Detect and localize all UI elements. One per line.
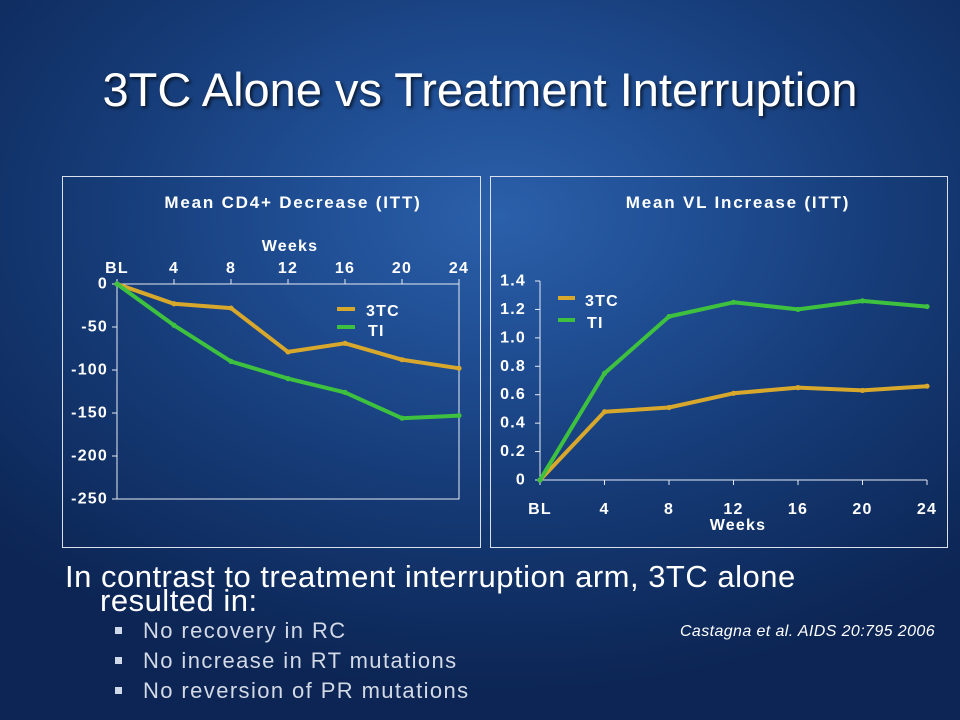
bullet-item: No reversion of PR mutations xyxy=(0,676,700,706)
vl-chart-panel: Mean VL Increase (ITT) Weeks BL 4 8 12 16 20 2… xyxy=(490,176,948,548)
vl-x-tick-label: 24 xyxy=(917,501,937,518)
vl-ti-point-week-4 xyxy=(601,370,608,376)
vl-ti-point-week-12 xyxy=(730,299,737,305)
cd4-ti-point-week-8 xyxy=(228,358,234,364)
vl-legend-3tc-label: 3TC xyxy=(585,293,619,310)
cd4-3tc-point-week-8 xyxy=(228,305,234,311)
vl-y-tick-label: 0.4 xyxy=(500,415,526,432)
cd4-3tc-point-week-4 xyxy=(171,301,177,307)
square-bullet-icon xyxy=(115,657,122,664)
cd4-y-tick-label: -250 xyxy=(71,491,108,508)
bullet-text: No reversion of PR mutations xyxy=(143,678,470,703)
slide-title: 3TC Alone vs Treatment Interruption xyxy=(102,63,858,116)
vl-3tc-point-week-24 xyxy=(924,383,930,389)
cd4-3tc-series-line xyxy=(115,282,461,371)
vl-series xyxy=(537,298,930,483)
cd4-ti-point-week-20 xyxy=(399,415,405,421)
vl-legend: 3TC TI xyxy=(558,293,619,332)
vl-y-tick-label: 0.2 xyxy=(500,443,526,460)
vl-3tc-point-week-16 xyxy=(795,385,801,391)
bullet-item: No increase in RT mutations xyxy=(0,646,700,676)
cd4-legend-3tc-label: 3TC xyxy=(366,303,400,320)
vl-x-tick-label: 8 xyxy=(664,501,674,518)
vl-ti-point-week-20 xyxy=(859,298,866,304)
cd4-chart-title: Mean CD4+ Decrease (ITT) xyxy=(164,193,421,212)
bullet-item: No recovery in RC xyxy=(0,616,700,646)
cd4-x-tick-label: 8 xyxy=(226,260,236,277)
vl-x-tick-label: BL xyxy=(528,501,552,518)
vl-x-tick-label: 12 xyxy=(723,501,743,518)
vl-3tc-series-line xyxy=(538,384,929,482)
cd4-3tc-point-week-12 xyxy=(285,349,291,355)
vl-legend-ti-label: TI xyxy=(587,315,604,332)
lead-text: In contrast to treatment interruption ar… xyxy=(65,559,796,618)
cd4-legend-ti-label: TI xyxy=(368,323,385,340)
cd4-x-axis-label: Weeks xyxy=(262,238,318,255)
vl-y-tick-label: 1.2 xyxy=(500,301,526,318)
vl-x-tick-label: 16 xyxy=(788,501,808,518)
cd4-y-tick-label: 0 xyxy=(98,276,108,293)
citation: Castagna et al. AIDS 20:795 2006 xyxy=(679,623,935,640)
cd4-plot-frame xyxy=(116,283,460,500)
vl-y-tick-label: 0.6 xyxy=(500,386,526,403)
cd4-y-tick-label: -50 xyxy=(81,319,108,336)
cd4-x-tick-label: BL xyxy=(105,260,129,277)
vl-ti-point-week-8 xyxy=(666,313,672,320)
vl-3tc-point-week-12 xyxy=(730,390,737,396)
cd4-ti-point-week-bl xyxy=(114,281,120,287)
vl-axes: BL 4 8 12 16 20 24 1.4 1.2 1.0 0.8 0.6 0.4 0.2 0 xyxy=(500,273,937,519)
square-bullet-icon xyxy=(115,687,122,694)
vl-x-tick-label: 4 xyxy=(599,501,609,518)
bullet-list: No recovery in RC No increase in RT muta… xyxy=(0,616,700,706)
vl-x-axis-label: Weeks xyxy=(710,517,766,534)
cd4-y-tick-label: -100 xyxy=(71,362,108,379)
cd4-3tc-point-week-20 xyxy=(399,357,405,363)
vl-chart: Mean VL Increase (ITT) Weeks BL 4 8 12 16 20 2… xyxy=(500,193,937,534)
vl-ti-point-week-16 xyxy=(795,306,801,313)
cd4-ti-point-week-16 xyxy=(342,389,348,395)
bullet-text: No recovery in RC xyxy=(143,618,347,643)
vl-3tc-point-week-20 xyxy=(859,387,866,394)
vl-chart-title: Mean VL Increase (ITT) xyxy=(626,193,850,212)
cd4-series xyxy=(114,281,462,421)
cd4-x-tick-label: 16 xyxy=(335,260,355,277)
cd4-ti-point-week-24 xyxy=(456,412,462,419)
cd4-chart-panel: Mean CD4+ Decrease (ITT) Weeks BL 4 8 12 16 2… xyxy=(62,176,481,548)
vl-ti-point-week-bl xyxy=(537,477,543,483)
vl-ti-point-week-24 xyxy=(924,303,930,310)
cd4-3tc-point-week-24 xyxy=(456,365,462,371)
vl-y-tick-label: 1.0 xyxy=(500,329,526,346)
vl-y-tick-label: 0 xyxy=(516,472,526,489)
cd4-ti-point-week-4 xyxy=(171,322,177,328)
cd4-x-tick-label: 24 xyxy=(449,260,469,277)
vl-3tc-point-week-8 xyxy=(666,404,672,411)
cd4-x-tick-label: 4 xyxy=(169,260,179,277)
cd4-legend: 3TC TI xyxy=(337,303,400,340)
cd4-axes: BL 4 8 12 16 20 24 0 -50 -100 -150 -200 -250 xyxy=(71,260,469,508)
vl-y-tick-label: 0.8 xyxy=(500,358,526,375)
cd4-y-tick-label: -150 xyxy=(71,405,108,422)
vl-x-tick-label: 20 xyxy=(852,501,872,518)
cd4-3tc-point-week-16 xyxy=(342,340,348,346)
bullet-text: No increase in RT mutations xyxy=(143,648,458,673)
vl-3tc-point-week-4 xyxy=(601,409,608,415)
cd4-x-tick-label: 12 xyxy=(278,260,298,277)
vl-y-tick-label: 1.4 xyxy=(500,273,526,290)
cd4-y-tick-label: -200 xyxy=(71,448,108,465)
cd4-x-tick-label: 20 xyxy=(392,260,412,277)
cd4-ti-point-week-12 xyxy=(285,376,291,382)
square-bullet-icon xyxy=(115,627,122,634)
cd4-chart: Mean CD4+ Decrease (ITT) Weeks BL 4 8 12 16 2… xyxy=(71,193,469,508)
